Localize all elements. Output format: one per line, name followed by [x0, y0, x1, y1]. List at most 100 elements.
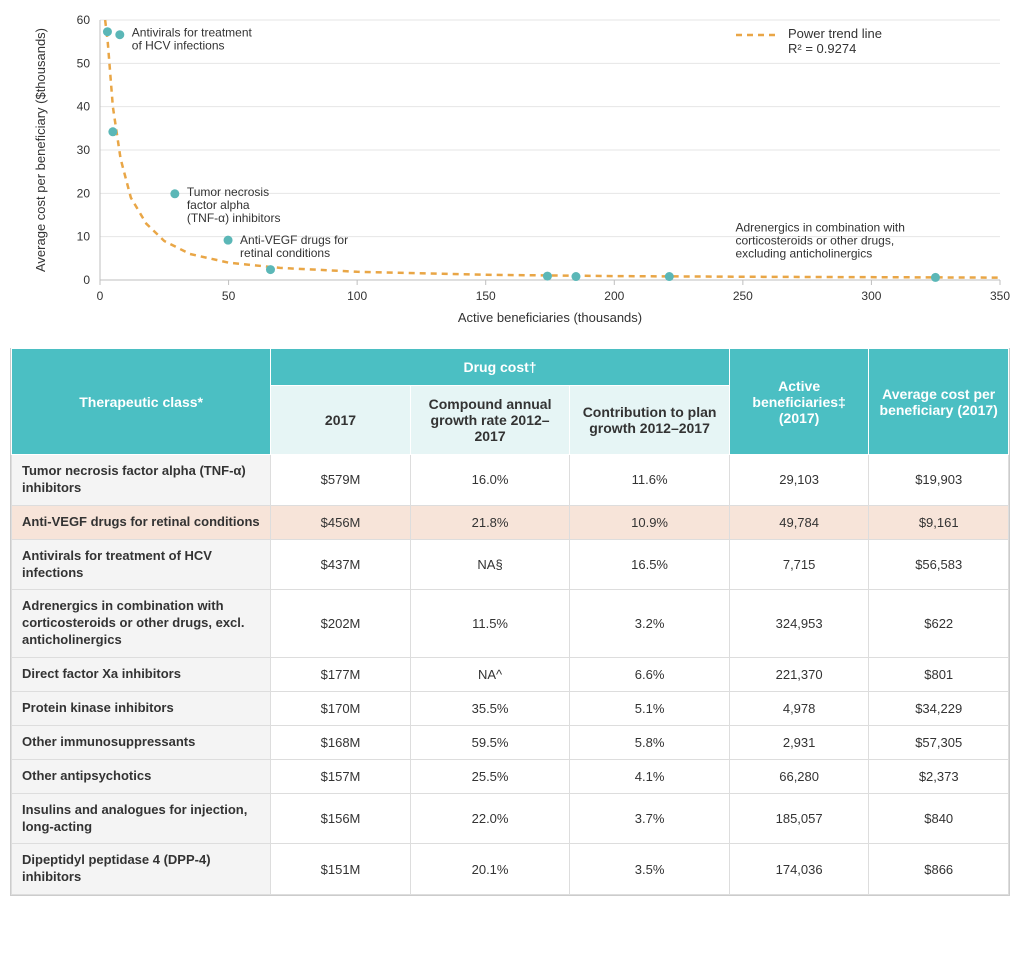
svg-text:300: 300 [861, 289, 881, 303]
cell-class: Dipeptidyl peptidase 4 (DPP-4) inhibitor… [12, 844, 271, 895]
svg-text:250: 250 [733, 289, 753, 303]
svg-text:Power trend line: Power trend line [788, 26, 882, 41]
table-row: Protein kinase inhibitors$170M35.5%5.1%4… [12, 692, 1009, 726]
table-row: Direct factor Xa inhibitors$177MNA^6.6%2… [12, 658, 1009, 692]
svg-text:factor alpha: factor alpha [187, 198, 250, 212]
svg-text:Active beneficiaries (thousand: Active beneficiaries (thousands) [458, 310, 642, 325]
cell-contrib: 3.7% [570, 793, 730, 844]
cell-avg: $57,305 [869, 725, 1009, 759]
data-table: Therapeutic class* Drug cost† Active ben… [11, 348, 1009, 895]
svg-text:Tumor necrosis: Tumor necrosis [187, 185, 269, 199]
cell-benef: 66,280 [729, 759, 869, 793]
th-cagr: Compound annual growth rate 2012–2017 [410, 386, 570, 455]
svg-text:retinal conditions: retinal conditions [240, 246, 330, 260]
cell-cost: $151M [271, 844, 411, 895]
th-contribution: Contribution to plan growth 2012–2017 [570, 386, 730, 455]
svg-text:200: 200 [604, 289, 624, 303]
svg-text:(TNF-α) inhibitors: (TNF-α) inhibitors [187, 211, 281, 225]
svg-text:of HCV infections: of HCV infections [132, 39, 225, 53]
cell-cost: $157M [271, 759, 411, 793]
cell-avg: $801 [869, 658, 1009, 692]
cell-avg: $34,229 [869, 692, 1009, 726]
cell-cagr: 59.5% [410, 725, 570, 759]
cell-cagr: 16.0% [410, 455, 570, 506]
table-row: Other antipsychotics$157M25.5%4.1%66,280… [12, 759, 1009, 793]
table-row: Tumor necrosis factor alpha (TNF-α) inhi… [12, 455, 1009, 506]
cell-benef: 7,715 [729, 539, 869, 590]
cell-cagr: 22.0% [410, 793, 570, 844]
cell-contrib: 3.2% [570, 590, 730, 658]
cell-benef: 324,953 [729, 590, 869, 658]
th-avgcost: Average cost per beneficiary (2017) [869, 349, 1009, 455]
svg-text:0: 0 [83, 273, 90, 287]
svg-text:30: 30 [77, 143, 91, 157]
cell-class: Adrenergics in combination with corticos… [12, 590, 271, 658]
cell-cost: $168M [271, 725, 411, 759]
th-drugcost: Drug cost† [271, 349, 730, 386]
th-2017: 2017 [271, 386, 411, 455]
cell-cagr: 20.1% [410, 844, 570, 895]
scatter-chart: 0 10 20 30 40 50 60 0 50 100 150 200 250 300 350 Active… [10, 10, 1010, 330]
cell-benef: 185,057 [729, 793, 869, 844]
svg-text:40: 40 [77, 100, 91, 114]
svg-text:excluding anticholinergics: excluding anticholinergics [735, 246, 872, 260]
svg-text:50: 50 [77, 56, 91, 70]
th-therapeutic: Therapeutic class* [12, 349, 271, 455]
cell-class: Anti-VEGF drugs for retinal conditions [12, 505, 271, 539]
cell-class: Tumor necrosis factor alpha (TNF-α) inhi… [12, 455, 271, 506]
cell-class: Insulins and analogues for injection, lo… [12, 793, 271, 844]
cell-class: Antivirals for treatment of HCV infectio… [12, 539, 271, 590]
table-row: Insulins and analogues for injection, lo… [12, 793, 1009, 844]
cell-benef: 174,036 [729, 844, 869, 895]
cell-cost: $437M [271, 539, 411, 590]
cell-cagr: 11.5% [410, 590, 570, 658]
svg-text:60: 60 [77, 13, 91, 27]
cell-avg: $622 [869, 590, 1009, 658]
cell-class: Protein kinase inhibitors [12, 692, 271, 726]
cell-avg: $56,583 [869, 539, 1009, 590]
svg-text:Antivirals for treatment: Antivirals for treatment [132, 26, 253, 40]
cell-class: Other antipsychotics [12, 759, 271, 793]
cell-avg: $840 [869, 793, 1009, 844]
cell-contrib: 16.5% [570, 539, 730, 590]
cell-cagr: NA§ [410, 539, 570, 590]
svg-text:10: 10 [77, 230, 91, 244]
table-row: Dipeptidyl peptidase 4 (DPP-4) inhibitor… [12, 844, 1009, 895]
svg-text:Adrenergics in combination wit: Adrenergics in combination with [735, 220, 904, 234]
svg-text:100: 100 [347, 289, 367, 303]
cell-cost: $177M [271, 658, 411, 692]
cell-benef: 49,784 [729, 505, 869, 539]
chart-canvas: 0 10 20 30 40 50 60 0 50 100 150 200 250 300 350 Active… [10, 10, 1010, 330]
cell-cost: $579M [271, 455, 411, 506]
svg-text:20: 20 [77, 186, 91, 200]
svg-text:0: 0 [97, 289, 104, 303]
cell-benef: 4,978 [729, 692, 869, 726]
cell-cost: $202M [271, 590, 411, 658]
cell-class: Other immunosuppressants [12, 725, 271, 759]
cell-cost: $456M [271, 505, 411, 539]
cell-contrib: 11.6% [570, 455, 730, 506]
svg-text:150: 150 [476, 289, 496, 303]
cell-contrib: 6.6% [570, 658, 730, 692]
cell-avg: $19,903 [869, 455, 1009, 506]
cell-benef: 29,103 [729, 455, 869, 506]
svg-text:350: 350 [990, 289, 1010, 303]
cell-contrib: 5.8% [570, 725, 730, 759]
cell-contrib: 3.5% [570, 844, 730, 895]
cell-avg: $866 [869, 844, 1009, 895]
svg-text:corticosteroids or other drugs: corticosteroids or other drugs, [735, 233, 894, 247]
cell-benef: 221,370 [729, 658, 869, 692]
cell-contrib: 4.1% [570, 759, 730, 793]
data-table-wrap: Therapeutic class* Drug cost† Active ben… [10, 348, 1010, 896]
svg-text:50: 50 [222, 289, 236, 303]
cell-cost: $156M [271, 793, 411, 844]
th-active: Active beneficiaries‡ (2017) [729, 349, 869, 455]
svg-text:Anti-VEGF drugs for: Anti-VEGF drugs for [240, 233, 348, 247]
cell-cagr: 21.8% [410, 505, 570, 539]
table-row: Anti-VEGF drugs for retinal conditions$4… [12, 505, 1009, 539]
table-row: Adrenergics in combination with corticos… [12, 590, 1009, 658]
cell-contrib: 10.9% [570, 505, 730, 539]
table-row: Antivirals for treatment of HCV infectio… [12, 539, 1009, 590]
cell-avg: $9,161 [869, 505, 1009, 539]
cell-avg: $2,373 [869, 759, 1009, 793]
